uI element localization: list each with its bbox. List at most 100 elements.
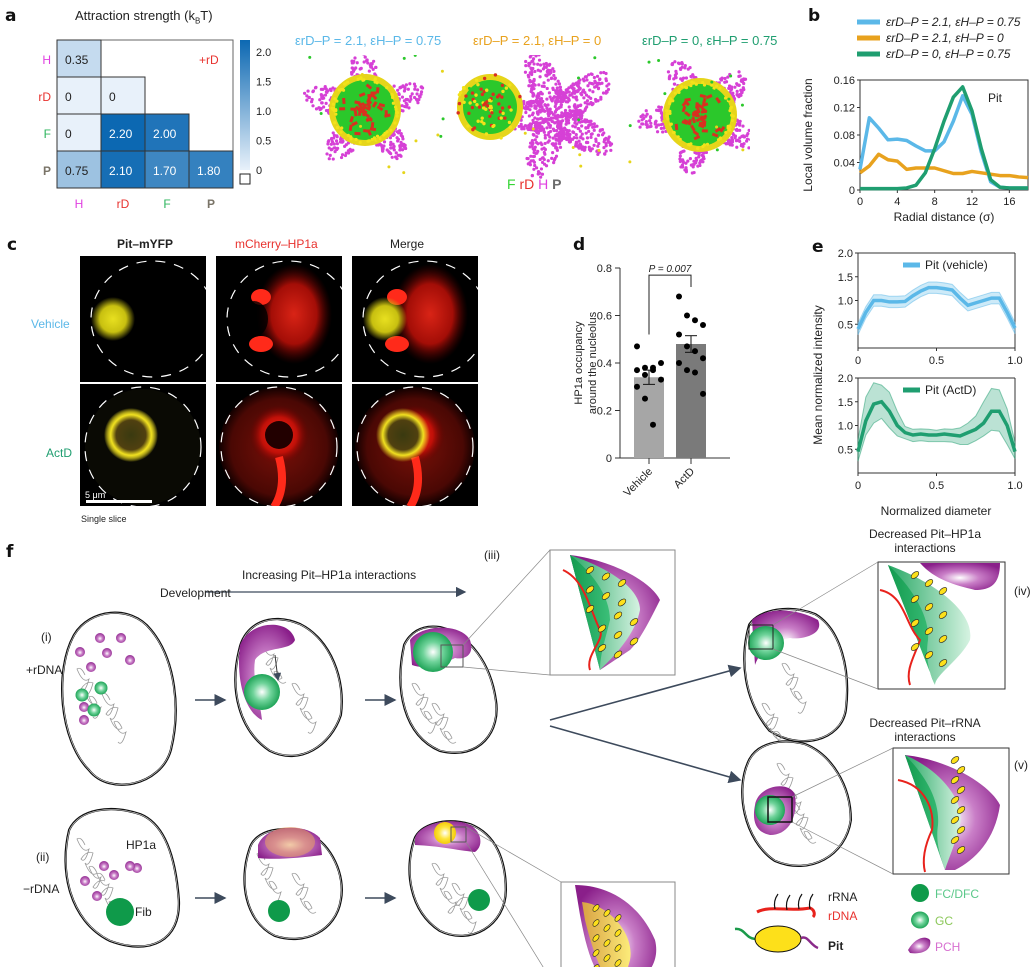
- heatmap-cell-value: 2.10: [109, 164, 133, 178]
- free-particle: [402, 171, 406, 175]
- pit-molecule: [629, 637, 639, 646]
- chromatin-fiber: [411, 682, 437, 734]
- free-particle: [319, 111, 323, 115]
- hp1a-droplet: [75, 647, 85, 657]
- heatmap-cell-value: 0.75: [65, 164, 89, 178]
- heatmap-cell-value: 1.70: [153, 164, 177, 178]
- pit-molecule: [956, 846, 966, 854]
- x-tick-label: Vehicle: [622, 466, 656, 500]
- pit-molecule: [613, 611, 623, 620]
- particle-legend-h: H: [538, 176, 553, 192]
- free-particle: [741, 148, 745, 152]
- legend-pit-tail: [734, 927, 756, 941]
- sim-title-1: εrD–P = 2.1, εH–P = 0.75: [295, 33, 442, 48]
- colorbar: [240, 40, 250, 170]
- free-particle: [576, 76, 580, 80]
- micrograph-pit-actd: [80, 384, 206, 506]
- free-particle: [440, 69, 444, 73]
- bar-vehicle: [634, 377, 664, 458]
- legend-rrna-glyph: [797, 893, 803, 910]
- data-point: [692, 348, 698, 355]
- y-tick-label: 0.08: [834, 130, 855, 142]
- x-axis-label: Normalized diameter: [881, 504, 992, 518]
- heatmap-row-label: P: [43, 164, 51, 178]
- free-particle: [628, 124, 632, 128]
- heatmap-cell-value: 0: [65, 127, 72, 141]
- data-point: [650, 367, 656, 374]
- pit-molecule: [613, 650, 623, 659]
- free-particle: [597, 148, 601, 152]
- y-tick-label: 0.5: [838, 444, 853, 456]
- nucleolus: [244, 674, 280, 710]
- chromatin-fiber: [291, 872, 317, 914]
- fibrillarin: [268, 900, 290, 922]
- pit-molecule: [597, 644, 607, 652]
- single-slice-note: Single slice: [81, 514, 127, 524]
- heatmap-col-label: F: [163, 197, 170, 211]
- inset-ii: [465, 826, 676, 967]
- legend-rrna-glyph: [773, 893, 779, 910]
- pit-molecule: [597, 624, 607, 633]
- hp1a-droplet: [116, 633, 126, 643]
- free-particle: [359, 124, 363, 128]
- data-point: [700, 355, 706, 362]
- pit-molecule: [585, 566, 595, 574]
- free-particle: [402, 56, 406, 60]
- pit-molecule: [910, 643, 920, 651]
- free-particle: [414, 139, 418, 143]
- legend-label: εrD–P = 2.1, εH–P = 0.75: [886, 15, 1021, 29]
- pit-molecule: [617, 598, 627, 607]
- chromatin-fiber: [291, 682, 317, 734]
- pit-molecule: [601, 572, 611, 581]
- legend-label: Pit (vehicle): [925, 258, 988, 272]
- data-point: [676, 331, 682, 338]
- x-tick-label: 12: [966, 196, 978, 208]
- row-i-condition: +rDNA: [26, 663, 63, 677]
- legend-label: εrD–P = 2.1, εH–P = 0: [886, 31, 1004, 45]
- data-point: [676, 360, 682, 366]
- nucleus-iv: [743, 607, 849, 744]
- free-particle: [715, 125, 719, 129]
- chromatin-fiber: [431, 862, 461, 914]
- inset-iii: [462, 549, 676, 676]
- x-axis-label: Radial distance (σ): [894, 210, 995, 224]
- free-particle: [376, 137, 380, 141]
- zoom-box: [440, 644, 464, 668]
- sim-snapshot-2-droplet: [456, 73, 523, 140]
- pit-molecule: [956, 806, 966, 814]
- pit-molecule: [950, 836, 960, 844]
- heatmap-corner-label: +rD: [199, 53, 219, 67]
- hp1a-droplet: [92, 891, 102, 901]
- branch-arrow-iv: [549, 664, 742, 721]
- mean-line: [856, 399, 1017, 453]
- free-particle: [571, 145, 575, 149]
- y-axis-label-line2: around the nucleolus: [587, 311, 599, 414]
- free-particle: [523, 131, 527, 135]
- data-point: [658, 360, 664, 366]
- colorbar-null-swatch: [239, 173, 251, 185]
- zoom-box: [450, 826, 467, 843]
- colorbar-tick: 0.5: [256, 135, 271, 147]
- hp1a-droplet: [79, 715, 89, 725]
- free-particle: [662, 119, 666, 123]
- v-title-line2: interactions: [894, 730, 956, 744]
- nucleus-ii-1: [64, 808, 181, 948]
- x-tick-label: 0: [855, 355, 861, 367]
- movement-arrow: [273, 654, 282, 681]
- v-title-line1: Decreased Pit–rRNA: [869, 716, 981, 730]
- pit-molecule: [910, 571, 920, 579]
- y-tick-label: 0.04: [834, 158, 855, 170]
- pit-molecule: [924, 627, 934, 635]
- data-point: [642, 364, 648, 371]
- pit-molecule: [592, 919, 600, 927]
- free-particle: [740, 103, 744, 107]
- free-particle: [579, 164, 583, 168]
- heatmap-cell: [100, 113, 146, 152]
- pit-molecule: [924, 651, 934, 659]
- pit-molecule: [629, 618, 639, 626]
- free-particle: [578, 153, 582, 157]
- fibrillarin: [468, 889, 490, 911]
- pit-molecule: [950, 796, 960, 804]
- p-value: P = 0.007: [649, 264, 692, 275]
- heatmap-row-label: rD: [38, 90, 51, 104]
